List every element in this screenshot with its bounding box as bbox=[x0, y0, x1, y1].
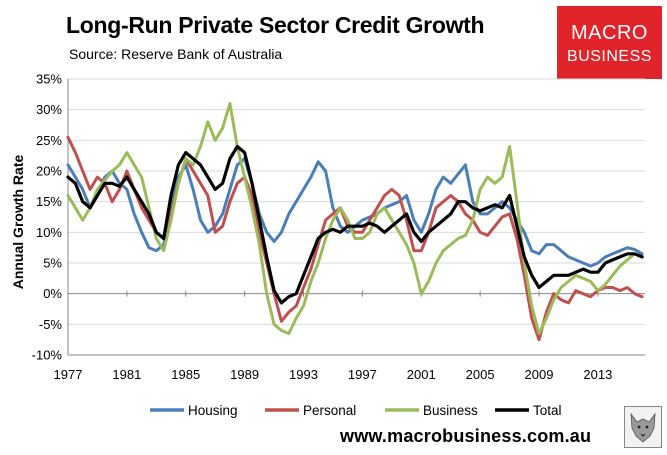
series-line-housing bbox=[66, 157, 644, 268]
macrobusiness-logo: MACRO BUSINESS bbox=[557, 6, 662, 79]
y-tick-label: 15% bbox=[36, 194, 62, 209]
x-tick-labels: 1977 1981 1985 1989 1993 1997 2001 2005 2009 2013 bbox=[54, 367, 613, 382]
legend-label: Total bbox=[533, 403, 562, 418]
x-tick-label: 1993 bbox=[289, 367, 318, 382]
y-tick-label: 0% bbox=[43, 286, 62, 301]
website-url: www.macrobusiness.com.au bbox=[340, 426, 592, 446]
y-tick-label: -10% bbox=[32, 348, 63, 363]
legend-item-business: Business bbox=[385, 403, 478, 418]
wolf-logo-icon bbox=[624, 406, 662, 448]
legend-item-total: Total bbox=[495, 403, 562, 418]
legend-label: Personal bbox=[303, 403, 356, 418]
y-axis-title: Annual Growth Rate bbox=[10, 154, 26, 290]
x-tick-label: 1997 bbox=[348, 367, 377, 382]
chart-subtitle: Source: Reserve Bank of Australia bbox=[69, 46, 283, 62]
legend-item-personal: Personal bbox=[265, 403, 356, 418]
x-tick-label: 1989 bbox=[230, 367, 259, 382]
grid-lines bbox=[67, 78, 645, 356]
chart-title: Long-Run Private Sector Credit Growth bbox=[66, 12, 485, 38]
legend-label: Business bbox=[423, 403, 478, 418]
x-tick-label: 2005 bbox=[466, 367, 495, 382]
y-tick-label: 25% bbox=[36, 133, 62, 148]
y-tick-label: 30% bbox=[36, 102, 62, 117]
x-tick-label: 1981 bbox=[112, 367, 141, 382]
legend: Housing Personal Business Total bbox=[150, 403, 562, 418]
y-tick-label: 5% bbox=[43, 256, 62, 271]
legend-label: Housing bbox=[188, 403, 238, 418]
x-tick-label: 2001 bbox=[407, 367, 436, 382]
series-line-business bbox=[66, 102, 644, 335]
logo-line-1: MACRO bbox=[571, 22, 648, 44]
y-tick-labels: -10% -5% 0% 5% 10% 15% 20% 25% 30% 35% bbox=[32, 72, 63, 363]
y-tick-label: 35% bbox=[36, 72, 62, 87]
x-tick-label: 1985 bbox=[171, 367, 200, 382]
legend-item-housing: Housing bbox=[150, 403, 238, 418]
series-line-total bbox=[66, 144, 644, 305]
y-tick-label: 20% bbox=[36, 164, 62, 179]
y-tick-label: 10% bbox=[36, 225, 62, 240]
logo-line-2: BUSINESS bbox=[567, 48, 652, 65]
y-tick-label: -5% bbox=[39, 317, 63, 332]
series-lines bbox=[66, 102, 644, 342]
x-tick-label: 1977 bbox=[54, 367, 83, 382]
x-tick-label: 2009 bbox=[525, 367, 554, 382]
x-tick-label: 2013 bbox=[583, 367, 612, 382]
